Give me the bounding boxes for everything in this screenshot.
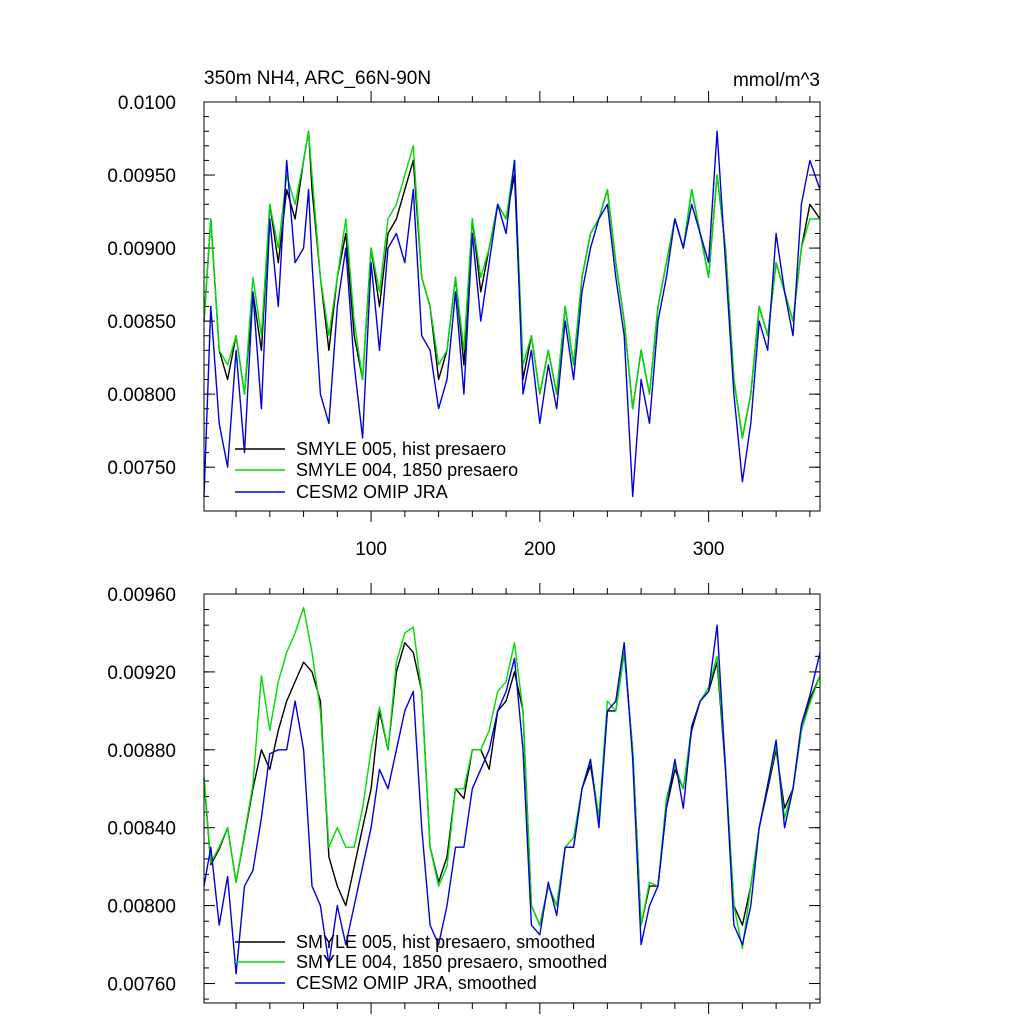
- top-panel-title: 350m NH4, ARC_66N-90N: [204, 68, 431, 89]
- bottom-ytick-label: 0.00800: [107, 897, 176, 918]
- top-ytick-label: 0.00850: [107, 312, 176, 333]
- top-ytick-label: 0.00750: [107, 458, 176, 479]
- bottom-panel-frame: [203, 593, 821, 1004]
- bottom-panel-ticks: 0.00760 0.00800 0.00840 0.00880 0.00920 0.009…: [107, 583, 820, 1014]
- top-xtick-label: 200: [524, 539, 556, 560]
- bottom-panel-legend: SMYLE 005, hist presaero, smoothed SMYLE…: [235, 932, 607, 993]
- bottom-series-smyle-005-hist-presaero-smoothed: [203, 642, 821, 926]
- top-panel-units: mmol/m^3: [733, 70, 820, 91]
- bottom-panel-series: [203, 606, 821, 975]
- top-ytick-label: 0.0100: [118, 93, 176, 114]
- bottom-ytick-label: 0.00960: [107, 585, 176, 606]
- bottom-legend-hist-label: SMYLE 005, hist presaero, smoothed: [296, 932, 595, 952]
- top-panel-series: [203, 130, 821, 498]
- top-series-smyle-004-1850-presaero: [203, 130, 820, 439]
- top-legend-jra-label: CESM2 OMIP JRA: [296, 482, 448, 502]
- top-panel-legend: SMYLE 005, hist presaero SMYLE 004, 1850…: [235, 439, 518, 502]
- bottom-series-cesm2-omip-jra-smoothed: [203, 624, 821, 975]
- top-panel: 350m NH4, ARC_66N-90N mmol/m^3 0.00750 0.…: [107, 68, 821, 560]
- top-series-cesm2-omip-jra: [203, 130, 821, 498]
- bottom-series-smyle-004-1850-presaero-smoothed: [203, 606, 821, 950]
- bottom-panel: 0.00760 0.00800 0.00840 0.00880 0.00920 0.009…: [107, 583, 821, 1014]
- top-legend-1850-label: SMYLE 004, 1850 presaero: [296, 460, 518, 480]
- top-ytick-label: 0.00900: [107, 239, 176, 260]
- top-xtick-label: 300: [693, 539, 725, 560]
- bottom-ytick-label: 0.00760: [107, 975, 176, 996]
- bottom-legend-1850-label: SMYLE 004, 1850 presaero, smoothed: [296, 952, 607, 972]
- top-ytick-label: 0.00950: [107, 166, 176, 187]
- top-ytick-label: 0.00800: [107, 385, 176, 406]
- bottom-ytick-label: 0.00880: [107, 741, 176, 762]
- top-legend-hist-label: SMYLE 005, hist presaero: [296, 439, 506, 459]
- bottom-ytick-label: 0.00920: [107, 663, 176, 684]
- bottom-legend-jra-label: CESM2 OMIP JRA, smoothed: [296, 973, 537, 993]
- top-panel-frame: [203, 101, 821, 512]
- top-xtick-label: 100: [355, 539, 387, 560]
- bottom-ytick-label: 0.00840: [107, 819, 176, 840]
